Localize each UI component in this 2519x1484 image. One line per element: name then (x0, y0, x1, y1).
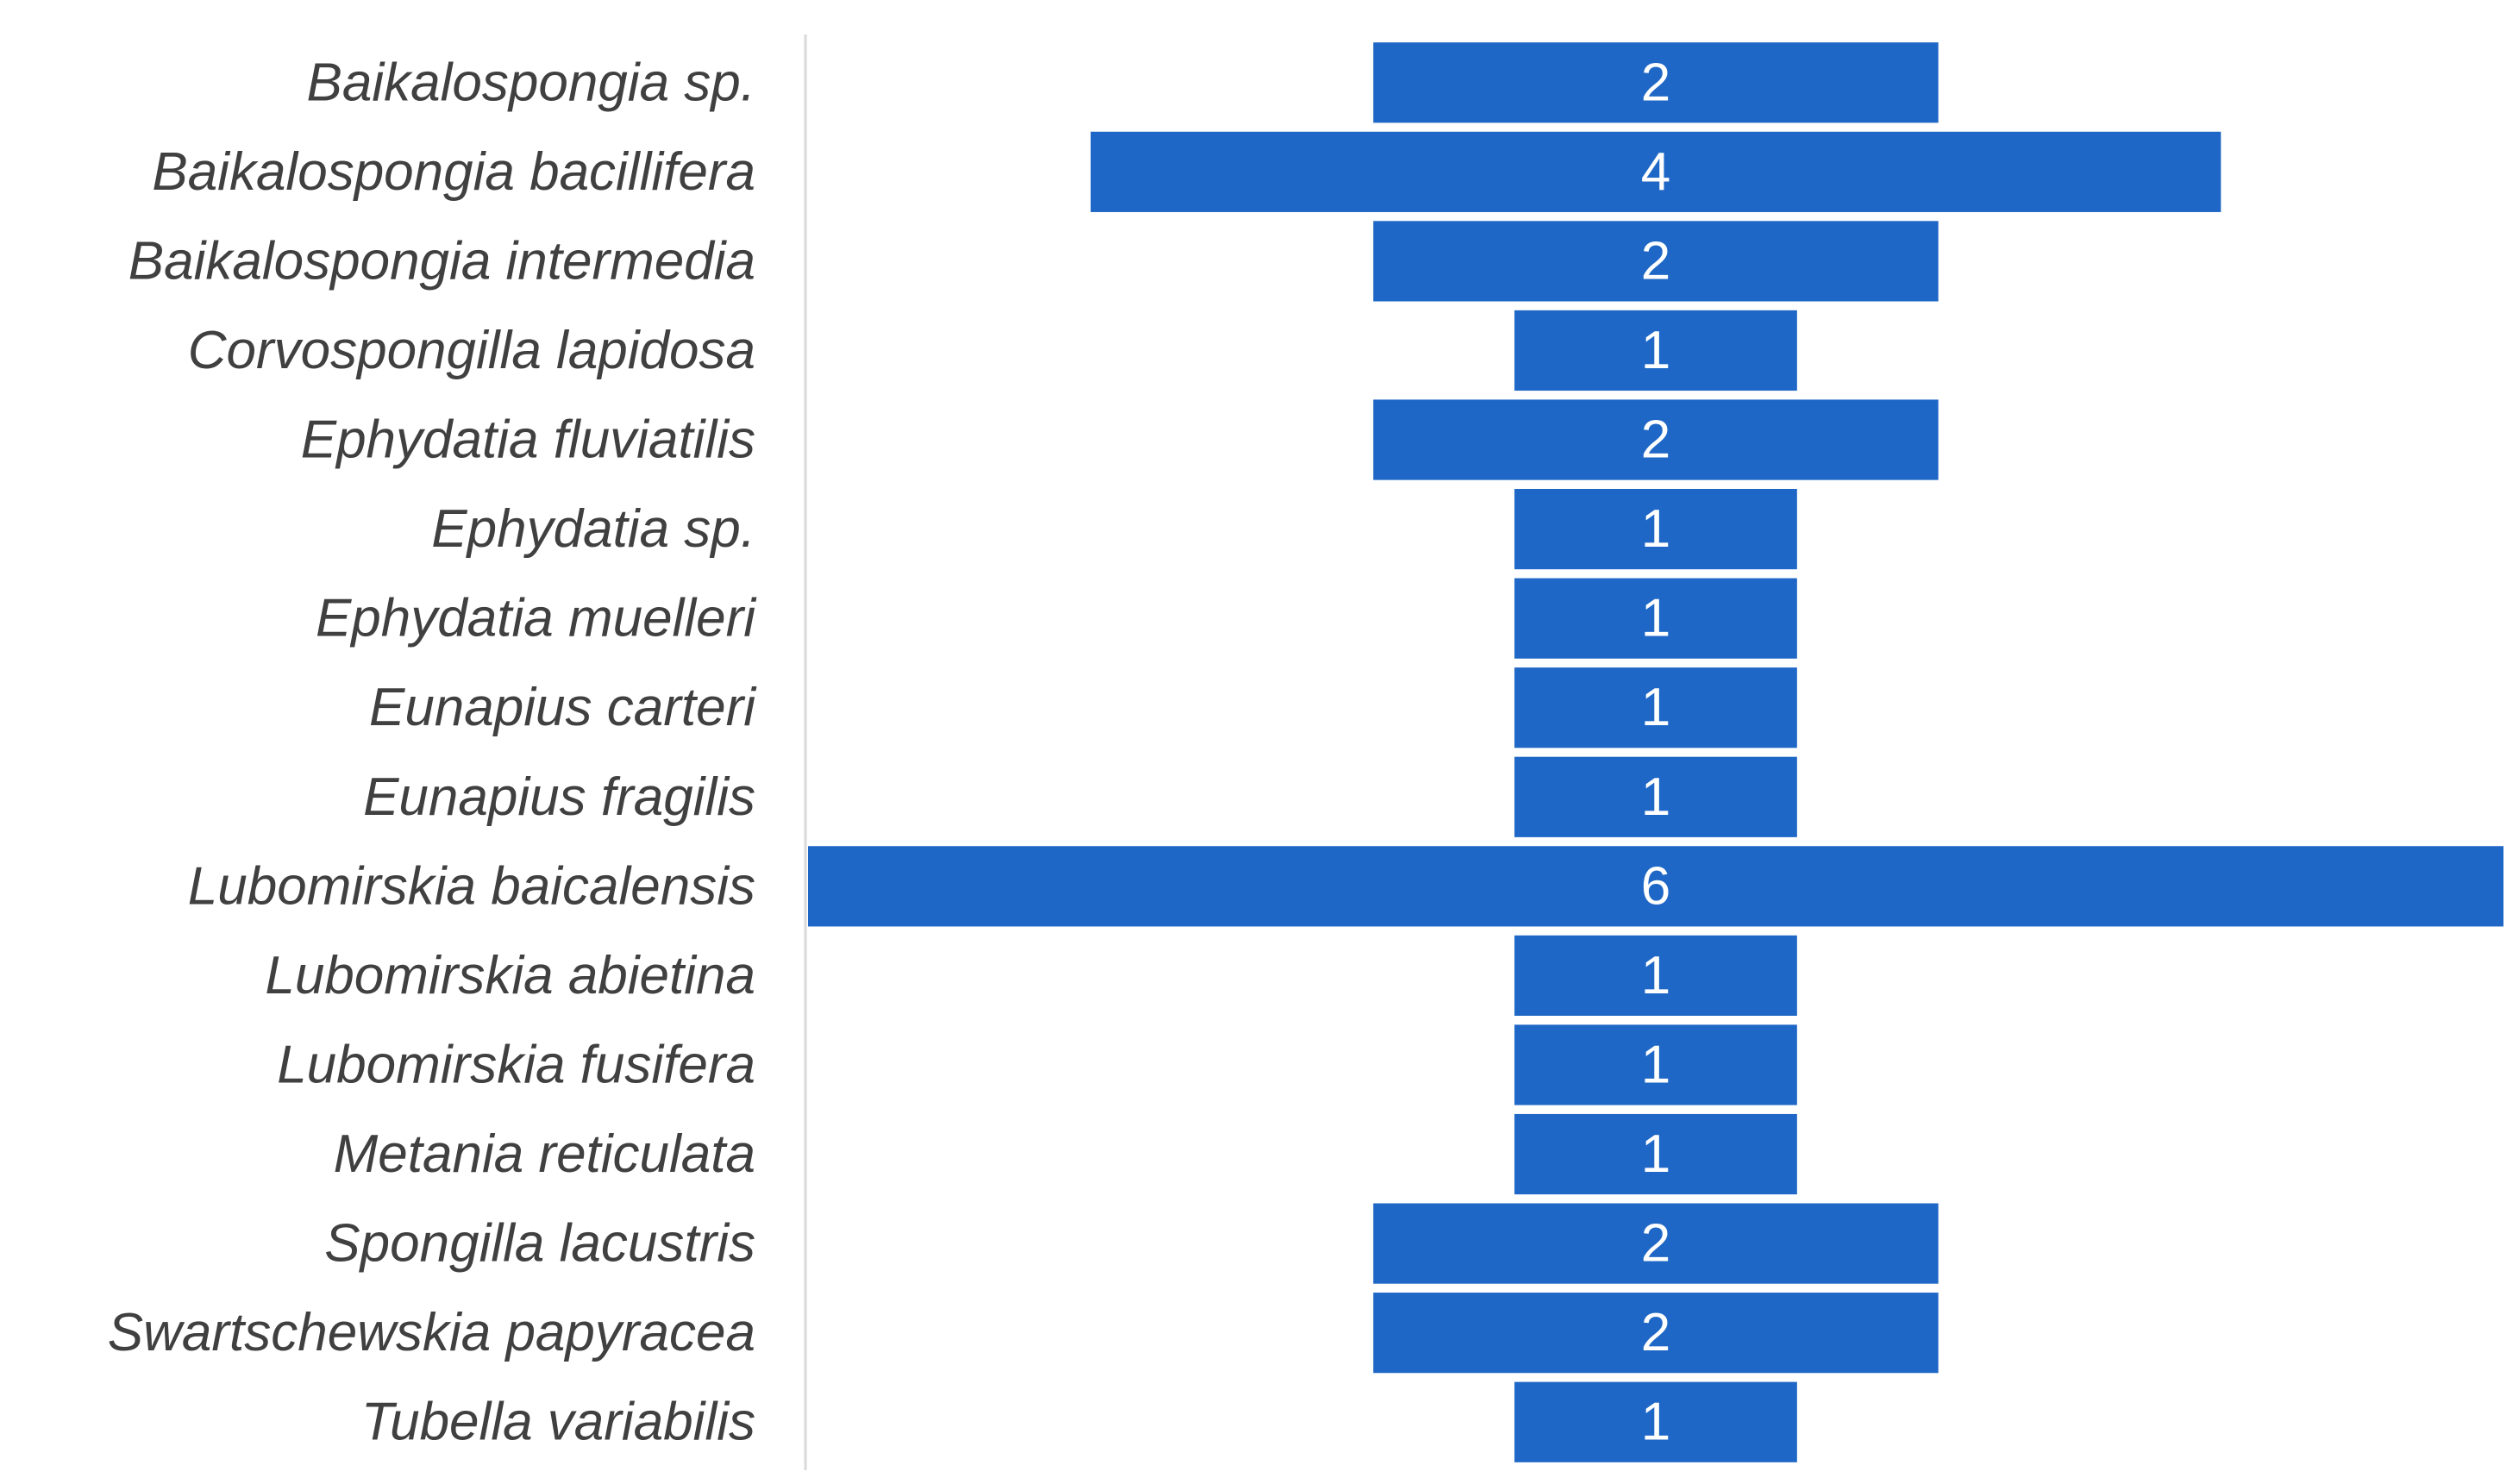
category-label-6: Ephydatia sp. (431, 499, 755, 559)
data-label-6: 1 (1641, 499, 1670, 559)
data-label-12: 1 (1641, 1035, 1670, 1094)
category-label-7: Ephydatia muelleri (316, 589, 757, 648)
data-label-9: 1 (1641, 767, 1670, 827)
category-label-9: Eunapius fragilis (363, 767, 755, 827)
category-label-3: Baikalospongia intermedia (128, 231, 755, 291)
bar-15 (1373, 1293, 1939, 1374)
bar-7 (1514, 578, 1797, 659)
category-label-16: Tubella variabilis (361, 1393, 755, 1452)
data-label-10: 6 (1641, 856, 1670, 916)
category-label-1: Baikalospongia sp. (307, 53, 755, 112)
data-label-7: 1 (1641, 589, 1670, 648)
bar-1 (1373, 42, 1939, 123)
category-labels: Baikalospongia sp. Baikalospongia bacilli… (108, 53, 757, 1451)
data-label-4: 1 (1641, 321, 1670, 380)
bar-5 (1373, 399, 1939, 480)
bar-12 (1514, 1024, 1797, 1105)
data-label-2: 4 (1641, 142, 1670, 202)
data-label-14: 2 (1641, 1214, 1670, 1274)
data-label-11: 1 (1641, 946, 1670, 1005)
data-label-15: 2 (1641, 1303, 1670, 1362)
bar-9 (1514, 756, 1797, 837)
category-label-11: Lubomirskia abietina (265, 946, 755, 1005)
bar-14 (1373, 1203, 1939, 1284)
bar-2 (1090, 131, 2221, 212)
data-label-3: 2 (1641, 231, 1670, 291)
category-label-10: Lubomirskia baicalensis (188, 856, 755, 916)
category-label-14: Spongilla lacustris (324, 1214, 755, 1274)
bar-3 (1373, 221, 1939, 302)
category-label-15: Swartschewskia papyracea (108, 1303, 755, 1362)
bars-group (808, 42, 2503, 1462)
category-label-8: Eunapius carteri (369, 678, 757, 737)
bar-10 (808, 846, 2503, 927)
bar-13 (1514, 1113, 1797, 1195)
category-label-13: Metania reticulata (334, 1124, 755, 1184)
category-label-2: Baikalospongia bacillifera (152, 142, 755, 202)
data-label-13: 1 (1641, 1124, 1670, 1184)
bar-16 (1514, 1381, 1797, 1462)
data-label-1: 2 (1641, 53, 1670, 112)
data-label-8: 1 (1641, 678, 1670, 737)
data-label-5: 2 (1641, 410, 1670, 470)
category-label-12: Lubomirskia fusifera (277, 1035, 755, 1094)
category-label-5: Ephydatia fluviatilis (301, 410, 755, 470)
bar-6 (1514, 488, 1797, 570)
category-label-4: Corvospongilla lapidosa (188, 321, 755, 380)
data-label-16: 1 (1641, 1393, 1670, 1452)
bar-4 (1514, 310, 1797, 391)
bar-11 (1514, 935, 1797, 1017)
bar-8 (1514, 667, 1797, 748)
